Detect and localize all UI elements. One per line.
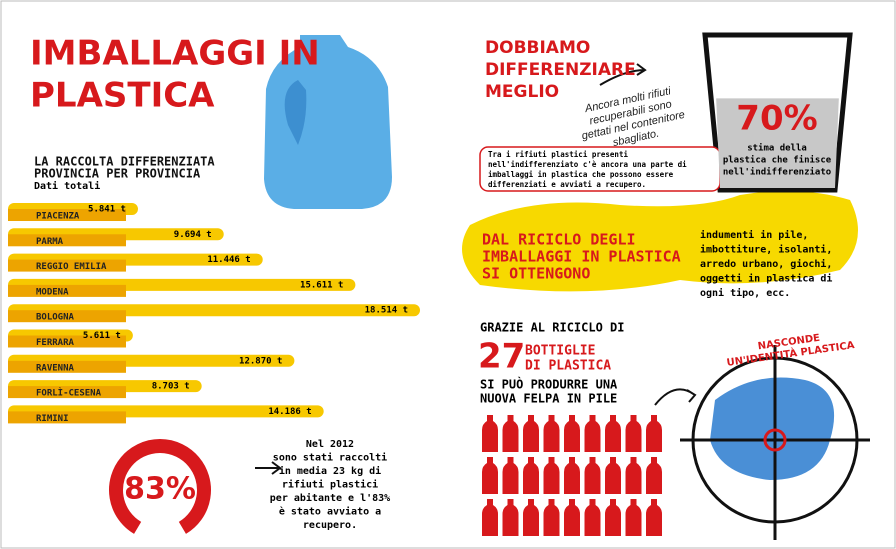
note-line: è stato avviato a	[279, 506, 381, 518]
result-line: SI PUÒ PRODURRE UNA	[480, 377, 618, 392]
sweater-image	[710, 378, 834, 481]
box-line: imballaggi in plastica che possono esser…	[488, 170, 674, 179]
category-label: RIMINI	[36, 414, 69, 424]
product-line: ogni tipo, ecc.	[700, 287, 790, 299]
bottles-label: BOTTIGLIE	[525, 344, 595, 359]
box-line: differenziati e avviati a recupero.	[488, 180, 646, 189]
box-line: nell'indifferenziato c'è ancora una part…	[488, 160, 687, 169]
main-title: IMBALLAGGI IN	[30, 34, 320, 74]
recovery-label: 83%	[124, 472, 196, 507]
value-label: 5.611 t	[83, 331, 121, 341]
value-label: 18.514 t	[365, 306, 408, 316]
chart-subtitle: Dati totali	[34, 180, 100, 192]
category-label: REGGIO EMILIA	[36, 262, 107, 272]
category-label: PARMA	[36, 237, 64, 247]
chart-title: PROVINCIA PER PROVINCIA	[34, 167, 201, 181]
bin-title: MEGLIO	[485, 82, 559, 102]
category-label: RAVENNA	[36, 363, 75, 373]
category-label: PIACENZA	[36, 212, 80, 222]
category-band	[8, 234, 126, 246]
value-label: 5.841 t	[88, 205, 126, 215]
note-line: per abitante e l'83%	[270, 492, 390, 504]
bin-caption: nell'indifferenziato	[723, 167, 831, 178]
value-label: 14.186 t	[268, 407, 311, 417]
bin-title: DIFFERENZIARE	[485, 60, 636, 80]
bin-caption: stima della	[747, 143, 807, 154]
infographic: IMBALLAGGI INPLASTICALA RACCOLTA DIFFERE…	[0, 0, 896, 549]
recycling-title: SI OTTENGONO	[482, 265, 590, 283]
value-label: 15.611 t	[300, 280, 343, 290]
main-title: PLASTICA	[30, 76, 215, 116]
bin-caption: plastica che finisce	[723, 155, 832, 166]
bin-title: DOBBIAMO	[485, 38, 590, 58]
bottle-count: 27	[478, 337, 525, 377]
bin-value: 70%	[736, 99, 817, 139]
category-label: FERRARA	[36, 338, 75, 348]
category-label: MODENA	[36, 287, 69, 297]
product-line: indumenti in pile,	[700, 229, 808, 241]
category-label: FORLÌ-CESENA	[36, 387, 102, 399]
value-label: 9.694 t	[174, 230, 212, 240]
recycling-title: IMBALLAGGI IN PLASTICA	[482, 248, 681, 266]
note-line: Nel 2012	[306, 439, 354, 450]
recycling-title: DAL RICICLO DEGLI	[482, 231, 636, 249]
value-label: 11.446 t	[207, 255, 250, 265]
product-line: oggetti in plastica di	[700, 273, 832, 285]
fleece-intro: GRAZIE AL RICICLO DI	[480, 321, 625, 335]
product-line: imbottiture, isolanti,	[700, 244, 832, 256]
value-label: 8.703 t	[152, 382, 190, 392]
result-line: NUOVA FELPA IN PILE	[480, 392, 617, 406]
note-line: sono stati raccolti	[273, 452, 387, 464]
note-line: recupero.	[303, 520, 357, 531]
box-line: Tra i rifiuti plastici presenti	[488, 150, 628, 159]
note-line: rifiuti plastici	[282, 479, 378, 491]
product-line: arredo urbano, giochi,	[700, 258, 832, 270]
note-line: in media 23 kg di	[279, 465, 381, 477]
category-label: BOLOGNA	[36, 313, 75, 323]
bottles-label: DI PLASTICA	[525, 359, 611, 374]
value-label: 12.870 t	[239, 356, 282, 366]
